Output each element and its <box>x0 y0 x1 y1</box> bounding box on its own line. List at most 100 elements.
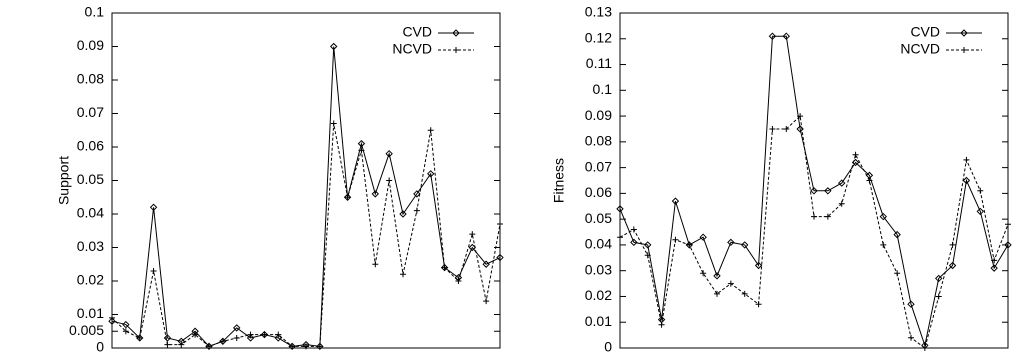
point-marker <box>976 207 984 216</box>
point-marker <box>400 271 406 278</box>
point-marker <box>894 270 901 277</box>
point-marker <box>714 290 720 297</box>
point-marker <box>330 42 338 51</box>
y-tick-label: 0.02 <box>585 287 612 303</box>
point-marker <box>810 187 818 195</box>
point-marker <box>921 345 928 351</box>
point-marker <box>671 197 680 205</box>
point-marker <box>658 321 665 328</box>
y-tick-label: 0.1 <box>593 81 613 97</box>
point-marker <box>371 190 379 198</box>
y-tick-label: 0.07 <box>585 158 612 174</box>
y-tick-label: 0 <box>604 339 612 355</box>
point-marker <box>469 231 476 238</box>
point-marker <box>935 293 942 300</box>
legend-marker <box>452 29 460 37</box>
point-marker <box>413 190 421 198</box>
point-marker <box>630 226 637 233</box>
point-marker <box>413 207 420 214</box>
point-marker <box>907 300 915 308</box>
point-marker <box>246 334 255 342</box>
point-marker <box>427 170 435 178</box>
legend-label: CVD <box>910 24 940 40</box>
legend-marker <box>960 29 968 37</box>
point-marker <box>496 253 504 262</box>
point-marker <box>686 241 693 248</box>
y-tick-label: 0.1 <box>85 4 105 20</box>
point-marker <box>289 343 296 350</box>
point-marker <box>441 264 448 271</box>
series-line <box>111 123 501 347</box>
point-marker <box>741 241 749 249</box>
point-marker <box>164 341 171 348</box>
y-tick-label: 0.01 <box>77 305 104 321</box>
point-marker <box>247 331 254 338</box>
point-marker <box>908 334 914 341</box>
point-marker <box>977 187 984 194</box>
point-marker <box>769 125 776 132</box>
point-marker <box>838 200 845 207</box>
point-marker <box>880 241 887 248</box>
point-marker <box>233 334 240 341</box>
point-marker <box>316 343 323 350</box>
point-marker <box>192 331 199 338</box>
point-marker <box>713 272 721 280</box>
point-marker <box>386 177 393 184</box>
point-marker <box>219 338 226 345</box>
point-marker <box>163 334 172 342</box>
point-marker <box>644 252 651 259</box>
point-marker <box>358 147 365 154</box>
y-tick-label: 0.13 <box>585 4 612 20</box>
point-marker <box>483 298 490 305</box>
point-marker <box>824 187 832 195</box>
point-marker <box>274 334 282 342</box>
y-tick-label: 0.03 <box>585 261 612 277</box>
point-marker <box>482 260 490 268</box>
point-marker <box>109 314 115 321</box>
y-tick-label: 0.12 <box>585 29 612 45</box>
point-marker <box>727 280 734 287</box>
point-marker <box>754 261 763 270</box>
point-marker <box>122 320 130 329</box>
point-marker <box>699 233 707 241</box>
y-tick-label: 0.04 <box>585 236 612 252</box>
point-marker <box>1005 221 1011 228</box>
series-line <box>111 46 501 347</box>
y-tick-label: 0.06 <box>77 138 104 154</box>
plot-frame <box>111 12 501 349</box>
point-marker <box>727 238 735 247</box>
point-marker <box>935 274 943 283</box>
point-marker <box>672 236 679 243</box>
point-marker <box>866 177 873 184</box>
y-tick-label: 0.09 <box>77 37 104 53</box>
plot-frame <box>619 12 1009 349</box>
point-marker <box>948 261 957 270</box>
point-marker <box>108 317 116 325</box>
point-marker <box>755 301 762 308</box>
point-marker <box>962 176 971 185</box>
point-marker <box>344 194 351 201</box>
point-marker <box>303 343 309 350</box>
point-marker <box>700 270 707 277</box>
y-tick-label: 0.08 <box>77 71 104 87</box>
point-marker <box>879 212 887 221</box>
point-marker <box>990 264 998 272</box>
point-marker <box>616 205 624 213</box>
point-marker <box>178 341 185 348</box>
point-marker <box>824 213 831 220</box>
y-tick-label: 0.04 <box>77 205 104 221</box>
y-tick-label: 0.09 <box>585 107 612 123</box>
legend-label: NCVD <box>900 41 940 57</box>
point-marker <box>963 156 970 163</box>
point-marker <box>768 32 777 40</box>
series-line <box>619 115 1009 349</box>
point-marker <box>455 278 462 284</box>
point-marker <box>497 221 503 228</box>
legend-marker <box>961 47 967 53</box>
point-marker <box>991 257 998 264</box>
y-tick-label: 0.01 <box>585 313 612 329</box>
point-marker <box>136 334 143 341</box>
point-marker <box>949 241 956 248</box>
point-marker <box>811 213 817 220</box>
y-tick-label: 0.07 <box>77 104 104 120</box>
